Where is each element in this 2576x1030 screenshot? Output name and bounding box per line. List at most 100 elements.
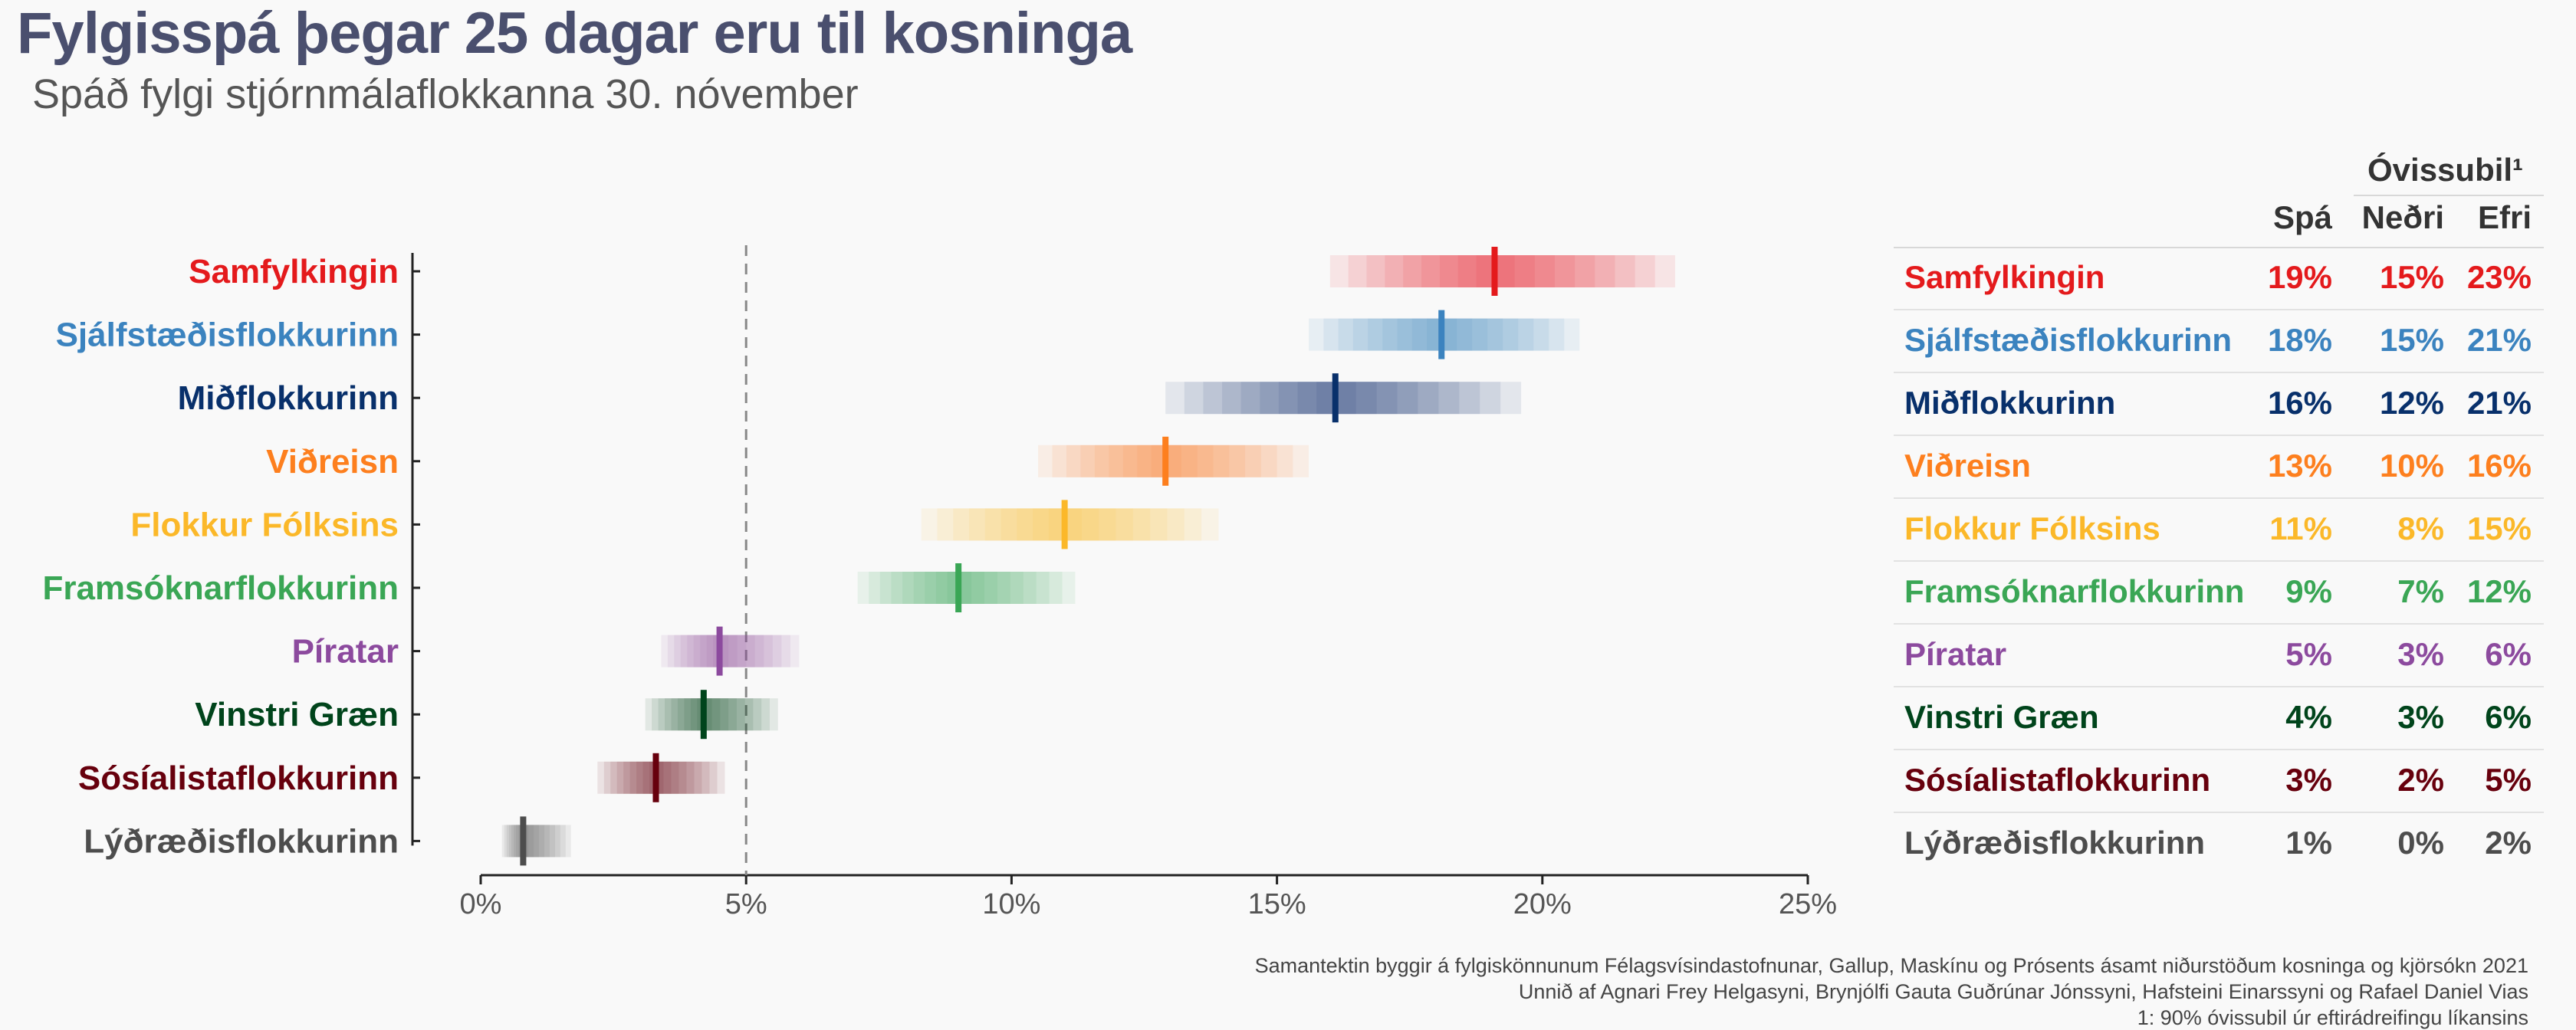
y-tick-label: Píratar <box>292 633 399 671</box>
table-rule <box>1894 749 2544 750</box>
interval-band <box>508 825 555 858</box>
table-efri-value: 21% <box>2466 385 2532 421</box>
interval-band <box>902 572 1024 604</box>
x-axis: 0% 5% 10% 15% 20% 25% <box>460 874 1837 920</box>
interval-band <box>1080 444 1261 477</box>
interval-band <box>1421 255 1576 287</box>
y-tick-label: Lýðræðisflokkurinn <box>84 822 399 860</box>
table-nedri-value: 10% <box>2379 448 2444 484</box>
y-tick-label: Framsóknarflokkurinn <box>42 569 399 607</box>
caption-authors: Unnið af Agnari Frey Helgasyni, Brynjólf… <box>1518 980 2528 1003</box>
table-rule <box>1894 812 2544 813</box>
interval-band <box>857 572 1076 604</box>
interval-band <box>1109 444 1230 477</box>
interval-band <box>1094 444 1246 477</box>
interval-band <box>693 635 755 668</box>
table-efri-value: 21% <box>2466 322 2532 358</box>
point-estimate-marker <box>955 563 962 612</box>
caption-sources: Samantektin byggir á fylgiskönnunum Féla… <box>1254 954 2528 977</box>
interval-band <box>658 698 762 731</box>
interval-band <box>1348 255 1655 287</box>
interval-band <box>597 761 725 794</box>
x-tick-label: 5% <box>725 888 767 920</box>
table-spa-value: 4% <box>2285 699 2332 735</box>
table-rule <box>1894 372 2544 373</box>
y-tick-label: Miðflokkurinn <box>178 379 399 417</box>
table-party-name: Píratar <box>1904 636 2007 672</box>
caption-footnote: 1: 90% óvissubil úr eftirádreifingu líka… <box>2137 1006 2528 1029</box>
interval-band <box>1066 444 1277 477</box>
table-spa-value: 3% <box>2285 762 2332 798</box>
interval-band <box>869 572 1063 604</box>
point-estimate-marker <box>716 626 723 676</box>
party-interval-8 <box>597 753 725 802</box>
party-interval-6 <box>661 626 800 676</box>
interval-band <box>645 698 778 731</box>
table-party-name: Miðflokkurinn <box>1904 385 2116 421</box>
table-party-name: Viðreisn <box>1904 448 2031 484</box>
party-interval-0 <box>1329 247 1675 296</box>
table-party-name: Framsóknarflokkurinn <box>1904 573 2245 609</box>
table-group-header: Óvissubil¹ <box>2367 152 2524 188</box>
interval-band <box>1366 255 1635 287</box>
table-party-name: Sósíalistaflokkurinn <box>1904 762 2211 798</box>
table-rule <box>1894 247 2544 248</box>
point-estimate-marker <box>700 690 707 740</box>
interval-band <box>1052 444 1293 477</box>
interval-band <box>677 698 737 731</box>
table-rule <box>1894 560 2544 562</box>
party-interval-1 <box>1309 310 1580 359</box>
interval-band <box>1203 382 1480 415</box>
interval-band <box>671 698 745 731</box>
table-spa-value: 18% <box>2267 322 2332 358</box>
table-party-name: Sjálfstæðisflokkurinn <box>1904 322 2233 358</box>
table-rule <box>1894 309 2544 310</box>
interval-band <box>610 761 710 794</box>
interval-band <box>1329 255 1675 287</box>
table-spa-value: 19% <box>2267 259 2332 295</box>
interval-band <box>516 825 540 858</box>
table-rule <box>1894 686 2544 687</box>
table-nedri-value: 2% <box>2397 762 2444 798</box>
y-tick-label: Flokkur Fólksins <box>130 506 399 543</box>
interval-band <box>504 825 566 858</box>
interval-band <box>680 635 773 668</box>
interval-band <box>969 508 1168 541</box>
chart-title: Fylgisspá þegar 25 dagar eru til kosning… <box>17 1 1132 66</box>
y-tick-label: Sjálfstæðisflokkurinn <box>56 317 399 354</box>
interval-band <box>891 572 1037 604</box>
point-estimate-marker <box>520 816 527 866</box>
point-estimate-marker <box>1491 247 1498 296</box>
interval-band <box>1240 382 1439 415</box>
party-interval-2 <box>1165 373 1522 423</box>
table-spa-value: 13% <box>2267 448 2332 484</box>
table-spa-value: 9% <box>2285 573 2332 609</box>
interval-band <box>616 761 702 794</box>
table-efri-value: 5% <box>2485 762 2532 798</box>
point-estimate-marker <box>1162 436 1169 486</box>
table-party-name: Lýðræðisflokkurinn <box>1904 825 2206 861</box>
interval-band <box>511 825 550 858</box>
interval-band <box>1038 444 1309 477</box>
table-nedri-value: 15% <box>2379 259 2444 295</box>
interval-band <box>700 635 747 668</box>
table-spa-value: 1% <box>2285 825 2332 861</box>
table-spa-value: 11% <box>2269 510 2332 546</box>
table-header-efri: Efri <box>2477 199 2532 235</box>
interval-band <box>1165 382 1522 415</box>
party-interval-9 <box>501 816 571 866</box>
y-tick-label: Sósíalistaflokkurinn <box>78 759 399 797</box>
table-nedri-value: 0% <box>2397 825 2444 861</box>
interval-band <box>921 508 1219 541</box>
table-efri-value: 2% <box>2485 825 2532 861</box>
point-estimate-marker <box>652 753 659 802</box>
table-nedri-value: 8% <box>2397 510 2444 546</box>
table-spa-value: 16% <box>2267 385 2332 421</box>
x-tick-label: 25% <box>1779 888 1837 920</box>
party-interval-3 <box>1038 436 1309 486</box>
interval-band <box>674 635 782 668</box>
table-rule <box>2354 195 2544 196</box>
party-interval-4 <box>921 500 1219 549</box>
interval-band <box>661 635 800 668</box>
